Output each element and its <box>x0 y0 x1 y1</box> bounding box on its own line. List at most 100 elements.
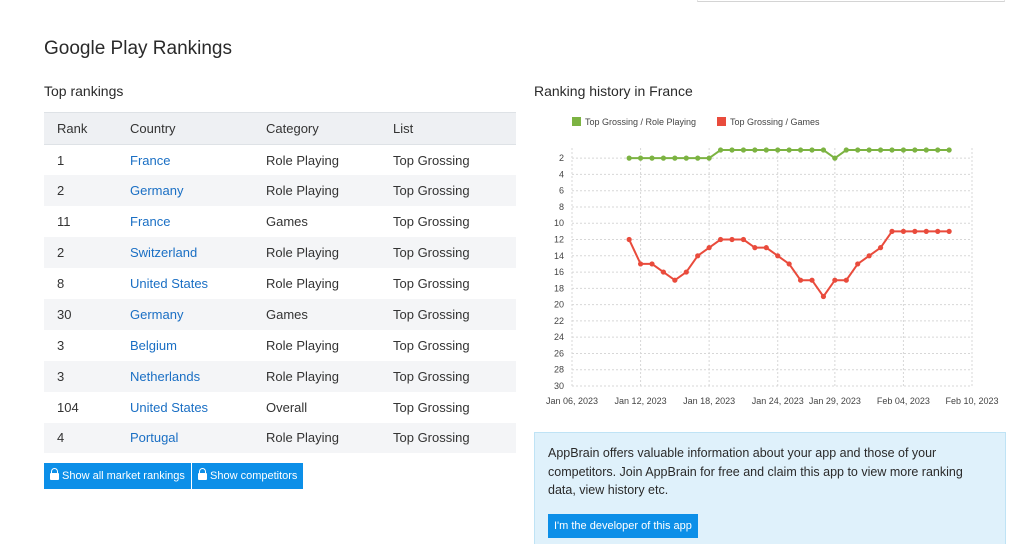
data-point <box>683 155 689 161</box>
table-row: 30 Germany Games Top Grossing <box>44 298 516 330</box>
data-point <box>866 147 872 153</box>
y-tick-label: 2 <box>559 153 564 163</box>
ranking-history-title: Ranking history in France <box>534 83 693 99</box>
data-point <box>695 253 701 259</box>
rank-cell: 11 <box>57 214 71 230</box>
x-tick-label: Jan 24, 2023 <box>752 396 804 406</box>
data-point <box>923 228 929 234</box>
y-tick-label: 30 <box>554 381 564 391</box>
data-point <box>866 253 872 259</box>
table-row: 3 Netherlands Role Playing Top Grossing <box>44 360 516 392</box>
data-point <box>626 155 632 161</box>
list-cell: Top Grossing <box>393 337 470 353</box>
data-point <box>649 261 655 267</box>
data-point <box>946 147 952 153</box>
country-link[interactable]: Netherlands <box>130 368 201 384</box>
data-point <box>706 245 712 251</box>
search-input-edge[interactable] <box>697 0 1005 2</box>
data-point <box>695 155 701 161</box>
data-point <box>660 269 667 275</box>
data-point <box>820 147 827 153</box>
rankings-table: Rank Country Category List 1 France Role P… <box>44 112 516 454</box>
category-cell: Role Playing <box>253 237 380 269</box>
y-tick-label: 6 <box>559 186 564 196</box>
data-point <box>877 147 884 153</box>
data-point <box>763 147 769 153</box>
data-point <box>935 147 941 153</box>
country-link[interactable]: Germany <box>130 306 184 322</box>
category-cell: Role Playing <box>253 422 380 454</box>
rank-cell: 8 <box>57 276 65 291</box>
data-point <box>775 147 781 153</box>
x-tick-label: Jan 18, 2023 <box>683 396 735 406</box>
country-link[interactable]: Portugal <box>130 430 179 446</box>
appbrain-info-box: AppBrain offers valuable information abo… <box>534 432 1006 544</box>
table-row: 4 Portugal Role Playing Top Grossing <box>44 422 516 454</box>
data-point <box>637 155 644 161</box>
legend-swatch <box>717 117 726 126</box>
data-point <box>797 147 804 153</box>
legend-label: Top Grossing / Games <box>730 117 820 127</box>
x-tick-label: Jan 06, 2023 <box>546 396 598 406</box>
data-point <box>900 147 907 153</box>
rank-cell: 4 <box>44 422 117 454</box>
y-tick-label: 20 <box>554 300 564 310</box>
data-point <box>660 155 667 161</box>
data-point <box>649 155 655 161</box>
list-cell: Top Grossing <box>393 276 470 291</box>
country-cell: Portugal <box>117 422 253 454</box>
x-tick-label: Feb 10, 2023 <box>945 396 998 406</box>
data-point <box>946 228 952 234</box>
country-link[interactable]: Switzerland <box>130 245 198 261</box>
developer-claim-button[interactable]: I'm the developer of this app <box>548 514 698 538</box>
data-point <box>729 147 735 153</box>
top-rankings-title: Top rankings <box>44 83 124 99</box>
country-cell: Germany <box>117 175 253 207</box>
data-point <box>763 245 769 251</box>
rank-cell: 2 <box>44 237 117 269</box>
data-point <box>912 147 918 153</box>
data-point <box>797 277 804 283</box>
list-cell: Top Grossing <box>393 152 470 168</box>
data-point <box>843 277 849 283</box>
x-tick-label: Jan 29, 2023 <box>809 396 861 406</box>
data-point <box>706 155 712 161</box>
category-cell: Role Playing <box>253 175 380 207</box>
category-cell: Role Playing <box>266 276 339 291</box>
country-link[interactable]: Germany <box>130 183 184 199</box>
data-point <box>740 236 747 243</box>
data-point <box>752 245 758 251</box>
country-link[interactable]: Belgium <box>130 337 177 353</box>
country-link[interactable]: France <box>130 152 171 168</box>
y-tick-label: 26 <box>554 348 564 358</box>
rank-cell: 2 <box>44 175 117 207</box>
x-tick-label: Jan 12, 2023 <box>615 396 667 406</box>
show-all-market-rankings-button[interactable]: Show all market rankings <box>44 463 191 489</box>
category-cell: Role Playing <box>266 152 339 168</box>
data-point <box>752 147 758 153</box>
y-tick-label: 14 <box>554 251 564 261</box>
data-point <box>717 147 724 153</box>
table-row: 11 France Games Top Grossing <box>44 206 516 237</box>
y-tick-label: 28 <box>554 365 564 375</box>
category-cell: Games <box>266 214 308 230</box>
country-link[interactable]: France <box>130 214 171 230</box>
y-tick-label: 12 <box>554 235 564 245</box>
table-row: 3 Belgium Role Playing Top Grossing <box>44 330 516 361</box>
ranking-history-chart: Top Grossing / Role Playing Top Grossing … <box>546 117 999 406</box>
data-point <box>877 245 884 251</box>
data-point <box>855 147 861 153</box>
show-competitors-label: Show competitors <box>210 470 298 482</box>
data-point <box>912 228 918 234</box>
table-row: 1 France Role Playing Top Grossing <box>44 145 516 176</box>
data-point <box>672 277 678 283</box>
list-cell: Top Grossing <box>393 214 470 230</box>
column-header-list: List <box>380 112 516 145</box>
country-link[interactable]: United States <box>130 276 209 291</box>
column-header-rank: Rank <box>44 112 117 145</box>
country-link[interactable]: United States <box>130 399 209 415</box>
country-cell: United States <box>117 392 253 423</box>
data-point <box>935 228 941 234</box>
y-tick-label: 10 <box>554 218 564 228</box>
show-competitors-button[interactable]: Show competitors <box>192 463 304 489</box>
